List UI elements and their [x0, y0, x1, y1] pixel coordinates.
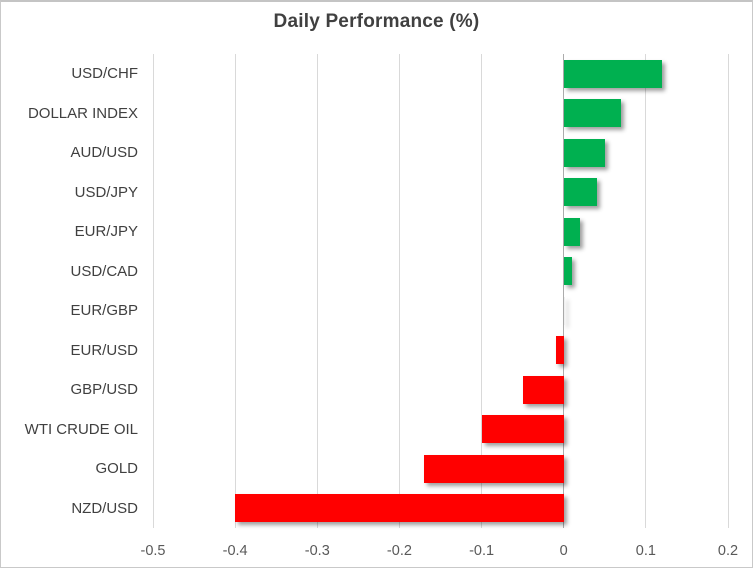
category-label-gbp-usd: GBP/USD [70, 381, 138, 398]
gridline [727, 54, 729, 528]
category-axis-labels: USD/CHF DOLLAR INDEX AUD/USD USD/JPY EUR/JPY… [1, 54, 138, 528]
plot-area [152, 54, 729, 528]
x-tick-label: -0.3 [304, 543, 330, 559]
bar-dollar-index [563, 99, 622, 128]
category-label-eur-usd: EUR/USD [70, 341, 138, 359]
x-tick-label: 0.1 [635, 543, 656, 559]
bar-gbp-usd [522, 375, 564, 404]
value-axis-tick-labels: -0.5 -0.4 -0.3 -0.2 -0.1 0 0.1 0.2 [1, 543, 752, 563]
bar-eur-usd [555, 336, 564, 365]
x-tick-label: 0.2 [717, 543, 739, 559]
category-label-eur-gbp: EUR/GBP [70, 302, 138, 319]
x-tick-label: -0.2 [386, 543, 412, 559]
category-label-gold: GOLD [95, 460, 138, 477]
category-label-usd-chf: USD/CHF [71, 65, 138, 82]
bar-aud-usd [563, 138, 605, 167]
category-label-usd-cad: USD/CAD [70, 262, 138, 280]
gridline [398, 54, 400, 528]
category-label-nzd-usd: NZD/USD [71, 499, 138, 517]
bar-gold [424, 454, 564, 483]
chart-title: Daily Performance (%) [273, 11, 480, 32]
bar-usd-cad [563, 257, 572, 286]
gridline [152, 54, 154, 528]
x-tick-label: 0 [559, 543, 568, 559]
category-label-usd-jpy: USD/JPY [74, 183, 138, 201]
bar-eur-gbp [563, 296, 566, 325]
x-tick-label: -0.4 [222, 543, 248, 559]
gridline [645, 54, 647, 528]
gridline [234, 54, 236, 528]
bar-nzd-usd [235, 494, 564, 523]
gridline [481, 54, 483, 528]
category-label-dollar-index: DOLLAR INDEX [27, 104, 138, 122]
gridline [316, 54, 318, 528]
bar-eur-jpy [563, 217, 581, 246]
category-label-aud-usd: AUD/USD [70, 144, 138, 161]
category-label-eur-jpy: EUR/JPY [74, 223, 138, 240]
category-label-wti-crude-oil: WTI CRUDE OIL [24, 420, 138, 438]
bar-usd-chf [563, 59, 663, 88]
bar-wti-crude-oil [481, 415, 564, 444]
x-tick-label: -0.5 [140, 543, 166, 559]
bar-usd-jpy [563, 178, 597, 207]
zero-axis-line [563, 54, 565, 528]
x-tick-label: -0.1 [469, 543, 495, 559]
